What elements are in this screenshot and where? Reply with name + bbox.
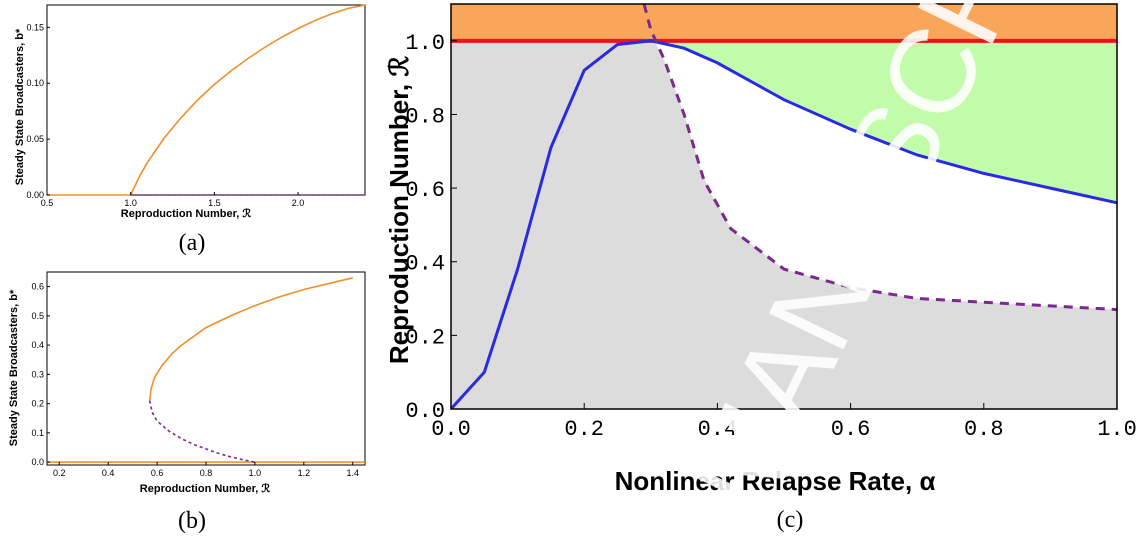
panel-c-series-0 — [451, 39, 1117, 409]
panel-c-x-tick-label: 0.8 — [964, 417, 1004, 442]
panel-b-x-tick-label: 1.2 — [298, 468, 311, 478]
panel-c-y-tick-label: 0.8 — [405, 104, 445, 129]
panel-a: 0.5 1.0 1.5 2.0 0.00 0.05 0.10 0.15 Reproducti… — [14, 4, 366, 256]
panel-c: 0.0 0.2 0.4 0.6 0.8 1.0 0.0 0.2 0.4 0.6 0.8 1.0 No… — [384, 3, 1137, 533]
panel-a-x-tick-label: 2.0 — [292, 198, 305, 208]
panel-a-x-tick-label: 0.5 — [41, 198, 54, 208]
panel-c-x-tick-label: 0.4 — [698, 417, 738, 442]
panel-b-x-tick-label: 0.8 — [200, 468, 213, 478]
panel-c-x-tick-label: 0.2 — [564, 417, 604, 442]
panel-a-frame — [46, 4, 366, 196]
panel-a-x-tick-label: 1.5 — [208, 198, 221, 208]
panel-c-x-tick-label: 0.6 — [831, 417, 871, 442]
panel-c-series — [451, 4, 1117, 409]
panel-a-y-tick-label: 0.15 — [26, 22, 44, 32]
panel-b-frame — [46, 271, 366, 466]
panel-b-y-tick-label: 0.0 — [31, 457, 44, 467]
region-above-threshold — [451, 4, 1117, 41]
panel-b-y-tick-label: 0.1 — [31, 428, 44, 438]
panel-c-y-tick-label: 0.6 — [405, 178, 445, 203]
panel-c-y-label: Reproduction Number, ℛ — [384, 56, 414, 364]
panel-b-y-tick-label: 0.5 — [31, 311, 44, 321]
panel-b-y-tick-label: 0.4 — [31, 340, 44, 350]
panel-b-caption: (b) — [178, 508, 206, 534]
panel-b-y-tick-label: 0.6 — [31, 282, 44, 292]
region-white — [654, 40, 1117, 310]
panel-b-x-tick-label: 1.0 — [249, 468, 262, 478]
panel-a-caption: (a) — [179, 230, 206, 256]
panel-a-series-1 — [129, 4, 366, 196]
panel-b-x-label: Reproduction Number, ℛ — [140, 483, 271, 495]
panel-c-x-ticks: 0.0 0.2 0.4 0.6 0.8 1.0 — [431, 403, 1137, 442]
panel-c-x-tick-label: 0.0 — [431, 417, 471, 442]
panel-a-x-label: Reproduction Number, ℛ — [121, 208, 252, 220]
panel-a-y-label: Steady State Broadcasters, b* — [14, 28, 26, 185]
panel-b: 0.2 0.4 0.6 0.8 1.0 1.2 1.4 0.0 0.1 0.2 0.3 0.4 0.5… — [8, 271, 366, 534]
panel-c-y-tick-label: 1.0 — [405, 31, 445, 56]
panel-a-series — [47, 4, 366, 196]
panel-c-y-tick-label: 0.2 — [405, 325, 445, 350]
panel-c-x-tick-label: 1.0 — [1097, 417, 1137, 442]
panel-a-y-ticks: 0.00 0.05 0.10 0.15 — [26, 22, 50, 200]
panel-c-caption: (c) — [777, 507, 804, 533]
panel-c-series-1 — [642, 4, 1117, 312]
panel-b-x-ticks: 0.2 0.4 0.6 0.8 1.0 1.2 1.4 — [53, 462, 359, 478]
panel-c-x-label: Nonlinear Relapse Rate, α — [615, 466, 936, 496]
panel-b-y-label: Steady State Broadcasters, b* — [8, 289, 20, 446]
panel-b-x-tick-label: 0.4 — [102, 468, 115, 478]
panel-a-y-tick-label: 0.05 — [26, 134, 44, 144]
panel-b-x-tick-label: 1.4 — [347, 468, 360, 478]
panel-c-regions — [451, 4, 1117, 410]
panel-a-x-tick-label: 1.0 — [124, 198, 137, 208]
panel-c-y-tick-label: 0.0 — [405, 399, 445, 424]
panel-a-y-tick-label: 0.00 — [26, 190, 44, 200]
panel-b-y-ticks: 0.0 0.1 0.2 0.3 0.4 0.5 0.6 — [31, 282, 50, 467]
panel-b-x-tick-label: 0.6 — [151, 468, 164, 478]
panel-b-series-1 — [148, 277, 353, 401]
panel-c-y-ticks: 0.0 0.2 0.4 0.6 0.8 1.0 — [405, 31, 457, 424]
panel-b-x-tick-label: 0.2 — [53, 468, 66, 478]
panel-c-frame — [450, 3, 1118, 410]
panel-a-y-tick-label: 0.10 — [26, 78, 44, 88]
panel-b-y-tick-label: 0.2 — [31, 399, 44, 409]
panel-b-y-tick-label: 0.3 — [31, 369, 44, 379]
region-bistable — [650, 40, 1117, 203]
panel-b-series — [47, 277, 365, 463]
panel-b-series-2 — [148, 400, 256, 463]
panel-c-y-tick-label: 0.4 — [405, 252, 445, 277]
